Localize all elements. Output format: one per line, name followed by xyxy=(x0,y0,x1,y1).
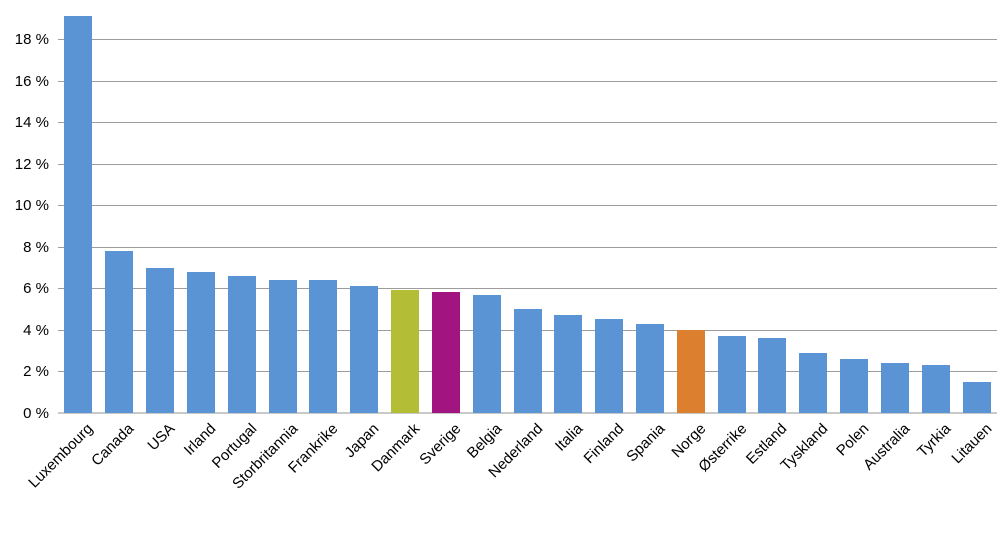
bar-luxembourg xyxy=(64,16,92,413)
x-axis-line xyxy=(58,412,997,414)
bar-sverige xyxy=(432,292,460,413)
bar-canada xyxy=(105,251,133,413)
y-tick-label-4: 4 % xyxy=(23,322,49,339)
bar-finland xyxy=(595,319,623,413)
gridline-6 xyxy=(58,288,997,289)
y-tick-label-8: 8 % xyxy=(23,239,49,256)
bar-nederland xyxy=(514,309,542,413)
y-tick-label-0: 0 % xyxy=(23,405,49,422)
bar-chart: 0 % 2 % 4 % 6 % 8 % 10 % 12 % 14 % 16 % 18 % Luxe… xyxy=(14,16,997,493)
bar-usa xyxy=(146,268,174,413)
bar-norge xyxy=(677,330,705,413)
gridline-12 xyxy=(58,164,997,165)
bar-italia xyxy=(554,315,582,413)
y-tick-label-16: 16 % xyxy=(14,73,49,90)
bar-osterrike xyxy=(718,336,746,413)
y-tick-label-14: 14 % xyxy=(14,114,49,131)
bar-polen xyxy=(840,359,868,413)
bar-irland xyxy=(187,272,215,413)
gridline-14 xyxy=(58,122,997,123)
y-tick-label-18: 18 % xyxy=(14,31,49,48)
gridline-10 xyxy=(58,205,997,206)
bar-storbritannia xyxy=(269,280,297,413)
gridline-18 xyxy=(58,39,997,40)
y-tick-label-12: 12 % xyxy=(14,156,49,173)
bar-spania xyxy=(636,324,664,413)
bar-litauen xyxy=(963,382,991,413)
bar-tyrkia xyxy=(922,365,950,413)
gridline-16 xyxy=(58,81,997,82)
y-tick-label-2: 2 % xyxy=(23,363,49,380)
gridline-8 xyxy=(58,247,997,248)
bar-belgia xyxy=(473,295,501,413)
bar-estland xyxy=(758,338,786,413)
bar-tyskland xyxy=(799,353,827,413)
bar-portugal xyxy=(228,276,256,413)
y-tick-label-6: 6 % xyxy=(23,280,49,297)
y-tick-label-10: 10 % xyxy=(14,197,49,214)
bar-danmark xyxy=(391,290,419,413)
bar-frankrike xyxy=(309,280,337,413)
bar-japan xyxy=(350,286,378,413)
bar-australia xyxy=(881,363,909,413)
